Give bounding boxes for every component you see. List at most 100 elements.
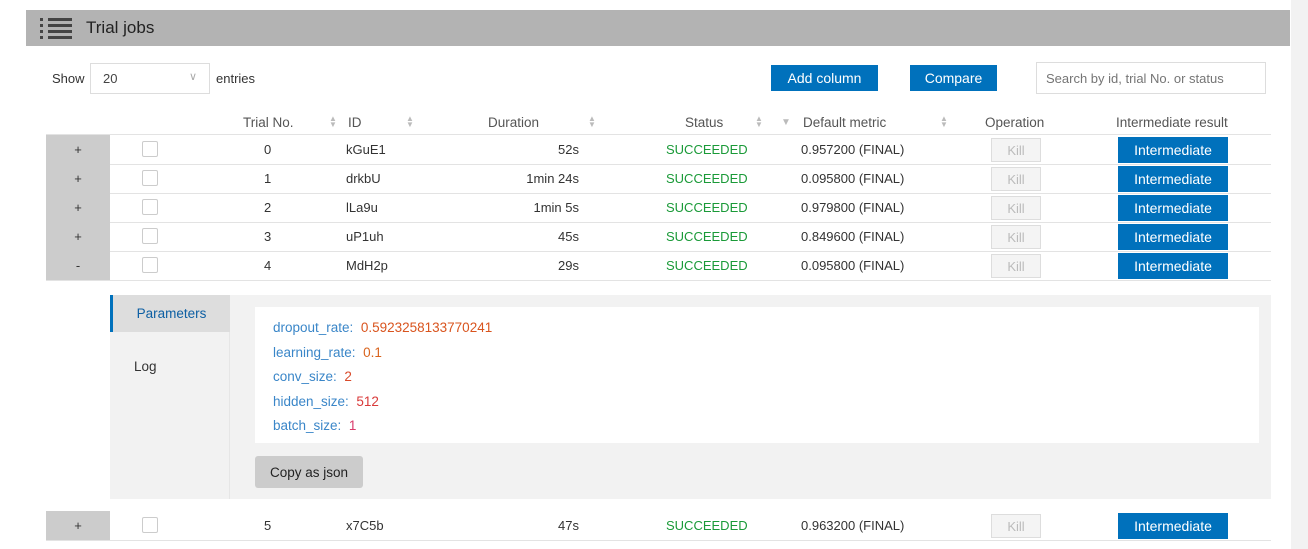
expand-button[interactable]: + [46,511,110,540]
trial-id: drkbU [346,171,381,186]
column-intermediate-result: Intermediate result [1116,115,1228,130]
table-row: + 1 drkbU 1min 24s SUCCEEDED 0.095800 (F… [46,164,1271,194]
column-trial-no[interactable]: Trial No. [243,115,294,130]
status-badge: SUCCEEDED [666,229,748,244]
parameter-key: dropout_rate: [273,320,354,335]
parameter-key: hidden_size: [273,393,349,409]
default-metric: 0.979800 (FINAL) [801,200,905,215]
divider [46,134,1271,135]
trial-duration: 1min 24s [526,171,579,186]
status-badge: SUCCEEDED [666,171,748,186]
sort-icon[interactable]: ▲ ▼ [940,114,948,129]
expand-button[interactable]: - [46,251,110,280]
tab-log[interactable]: Log [134,359,157,374]
parameter-value: 2 [344,369,352,384]
filter-icon[interactable]: ▼ [781,117,791,128]
parameter-value: 0.5923258133770241 [360,320,493,335]
divider [46,164,1271,165]
parameter-item: conv_size: 2 [273,369,1241,394]
intermediate-button[interactable]: Intermediate [1118,195,1228,221]
column-id[interactable]: ID [348,115,362,130]
default-metric: 0.963200 (FINAL) [801,518,905,533]
trial-duration: 47s [558,518,579,533]
default-metric: 0.849600 (FINAL) [801,229,905,244]
trial-id: lLa9u [346,200,378,215]
kill-button[interactable]: Kill [991,225,1041,249]
page-title: Trial jobs [86,18,155,37]
status-badge: SUCCEEDED [666,518,748,533]
compare-button[interactable]: Compare [910,65,997,91]
status-badge: SUCCEEDED [666,200,748,215]
kill-button[interactable]: Kill [991,138,1041,162]
parameters-list: dropout_rate: 0.5923258133770241 learning… [255,307,1259,443]
trial-no: 0 [264,142,272,157]
sort-icon[interactable]: ▲ ▼ [755,114,763,129]
divider [46,280,1271,281]
sort-icon[interactable]: ▲ ▼ [406,114,414,129]
intermediate-button[interactable]: Intermediate [1118,166,1228,192]
kill-button[interactable]: Kill [991,196,1041,220]
list-icon [40,16,72,40]
divider [46,540,1271,541]
trial-no: 1 [264,171,272,186]
trial-no: 2 [264,200,272,215]
parameter-item: dropout_rate: 0.5923258133770241 [273,320,1241,345]
chevron-down-icon: ∨ [188,71,197,83]
table-row: + 2 lLa9u 1min 5s SUCCEEDED 0.979800 (FI… [46,193,1271,223]
trial-id: kGuE1 [346,142,386,157]
copy-as-json-button[interactable]: Copy as json [255,456,363,488]
status-badge: SUCCEEDED [666,258,748,273]
column-default-metric[interactable]: Default metric [803,115,887,130]
trial-duration: 1min 5s [533,200,579,215]
expand-button[interactable]: + [46,164,110,193]
entries-value: 20 [103,71,118,86]
trial-detail-panel: Parameters Log dropout_rate: 0.592325813… [110,295,1271,499]
trial-jobs-card: Trial jobs Show 20 ∨ entries Add column C… [26,10,1290,549]
column-operation: Operation [985,115,1045,130]
sort-icon[interactable]: ▲ ▼ [588,114,596,129]
sort-icon[interactable]: ▲ ▼ [329,114,337,129]
entries-select[interactable]: 20 ∨ [90,63,210,94]
parameter-item: batch_size: 1 [273,418,1241,443]
table-row: + 0 kGuE1 52s SUCCEEDED 0.957200 (FINAL)… [46,135,1271,165]
trial-duration: 45s [558,229,579,244]
intermediate-button[interactable]: Intermediate [1118,224,1228,250]
kill-button[interactable]: Kill [991,167,1041,191]
column-duration[interactable]: Duration [488,115,540,130]
parameter-value: 512 [356,393,379,409]
divider [46,222,1271,223]
intermediate-button[interactable]: Intermediate [1118,137,1228,163]
row-checkbox[interactable] [142,141,158,157]
trial-id: MdH2p [346,258,388,273]
intermediate-button[interactable]: Intermediate [1118,253,1228,279]
tab-parameters[interactable]: Parameters [110,295,230,332]
detail-tabs: Parameters Log [110,295,230,499]
intermediate-button[interactable]: Intermediate [1118,513,1228,539]
expand-button[interactable]: + [46,222,110,251]
kill-button[interactable]: Kill [991,514,1041,538]
search-input[interactable] [1036,62,1266,94]
add-column-button[interactable]: Add column [771,65,878,91]
default-metric: 0.095800 (FINAL) [801,258,905,273]
expand-button[interactable]: + [46,193,110,222]
kill-button[interactable]: Kill [991,254,1041,278]
show-label: Show [52,71,85,86]
expand-button[interactable]: + [46,135,110,164]
table-row: - 4 MdH2p 29s SUCCEEDED 0.095800 (FINAL)… [46,251,1271,281]
trial-no: 3 [264,229,272,244]
row-checkbox[interactable] [142,257,158,273]
parameter-item: learning_rate: 0.1 [273,345,1241,370]
trial-id: x7C5b [346,518,384,533]
trial-no: 4 [264,258,272,273]
divider [46,251,1271,252]
row-checkbox[interactable] [142,228,158,244]
trial-no: 5 [264,518,272,533]
table-row: + 5 x7C5b 47s SUCCEEDED 0.963200 (FINAL)… [46,511,1271,541]
trial-id: uP1uh [346,229,384,244]
row-checkbox[interactable] [142,517,158,533]
row-checkbox[interactable] [142,170,158,186]
column-status[interactable]: Status [685,115,724,130]
parameter-key: learning_rate: [273,344,356,360]
divider [46,193,1271,194]
row-checkbox[interactable] [142,199,158,215]
